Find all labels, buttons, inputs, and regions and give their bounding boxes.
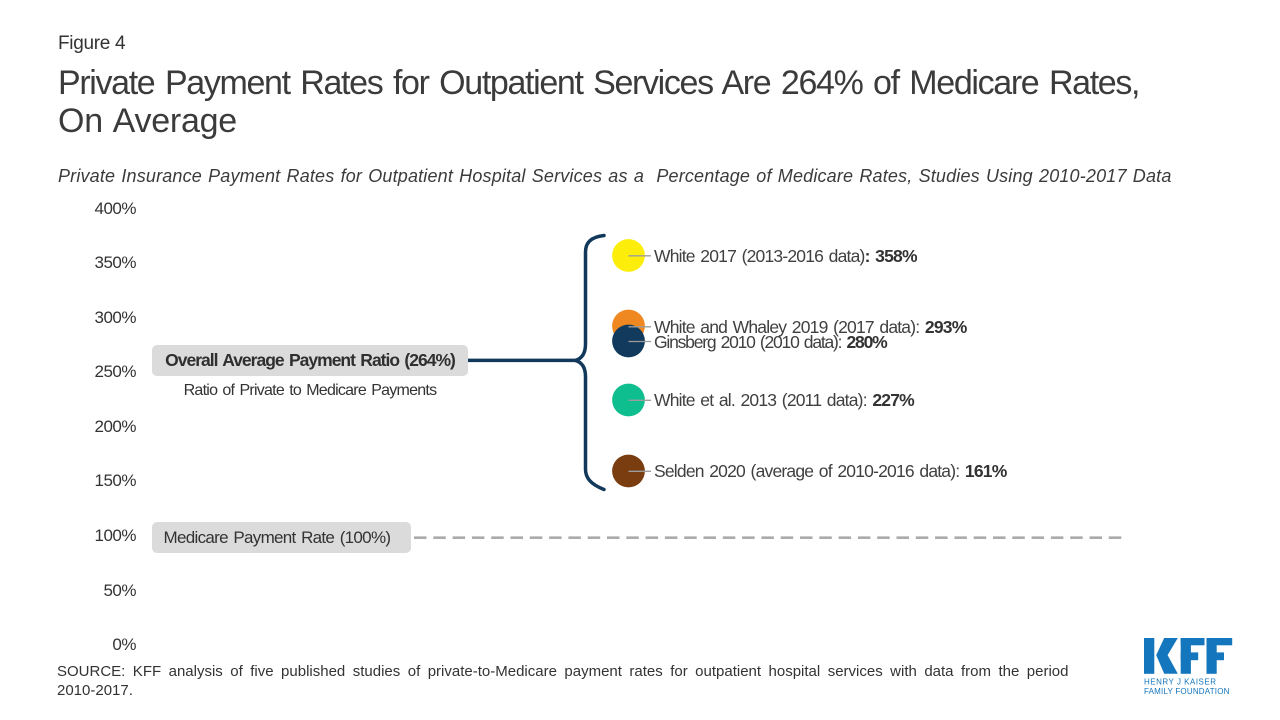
- svg-text:HENRY J KAISER: HENRY J KAISER: [1144, 678, 1217, 687]
- svg-text:FAMILY FOUNDATION: FAMILY FOUNDATION: [1144, 687, 1230, 696]
